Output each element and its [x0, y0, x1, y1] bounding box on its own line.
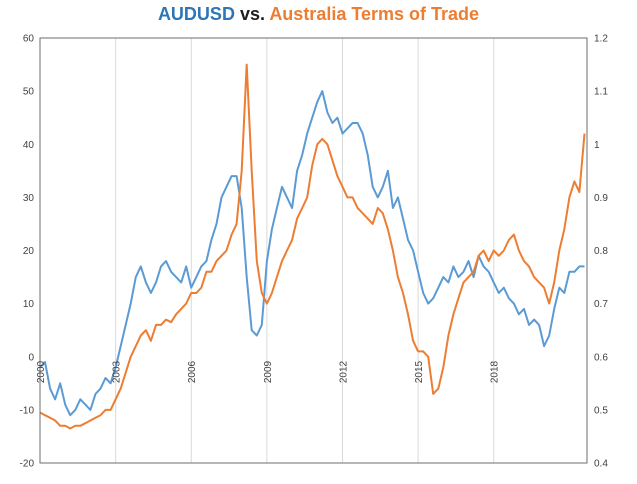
axis-layer: 2000 2003 2006 2009 2012 2015 2018 -20 -10 0 10 20 3… — [20, 34, 609, 470]
x-tick-label: 2018 — [490, 360, 501, 383]
y-right-tick-label: 1.2 — [594, 34, 608, 45]
y-right-tick-label: 0.8 — [594, 246, 608, 257]
y-left-tick-label: 60 — [23, 34, 35, 45]
x-tick-label: 2012 — [338, 360, 349, 383]
title-terms-of-trade: Australia Terms of Trade — [269, 4, 480, 24]
y-left-tick-label: -20 — [20, 459, 35, 470]
grid-layer — [115, 38, 495, 463]
y-left-tick-label: 40 — [23, 140, 35, 151]
y-left-tick-label: 20 — [23, 246, 35, 257]
y-right-tick-label: 0.7 — [594, 299, 608, 310]
plot-frame — [39, 37, 588, 464]
y-left-tick-label: 0 — [28, 352, 34, 363]
series-layer — [39, 63, 586, 430]
y-right-tick-label: 0.9 — [594, 193, 608, 204]
y-left-tick-label: 30 — [23, 193, 35, 204]
x-tick-label: 2006 — [187, 360, 198, 383]
series-line-terms-of-trade — [39, 63, 586, 430]
y-right-tick-label: 1 — [594, 140, 600, 151]
y-left-tick-label: 50 — [23, 87, 35, 98]
y-right-tick-label: 0.6 — [594, 352, 608, 363]
x-tick-label: 2003 — [112, 360, 123, 383]
x-tick-label: 2015 — [414, 360, 425, 383]
y-left-tick-label: 10 — [23, 299, 35, 310]
title-vs: vs. — [234, 4, 270, 24]
series-line-audusd — [39, 90, 585, 417]
y-right-tick-label: 0.4 — [594, 459, 608, 470]
title-audusd: AUDUSD — [157, 4, 235, 24]
y-left-tick-label: -10 — [20, 405, 35, 416]
y-right-tick-label: 1.1 — [594, 87, 608, 98]
x-tick-label: 2000 — [36, 360, 47, 383]
y-right-tick-label: 0.5 — [594, 405, 608, 416]
chart-title: AUDUSD vs. Australia Terms of Trade — [0, 3, 637, 25]
x-tick-label: 2009 — [263, 360, 274, 383]
